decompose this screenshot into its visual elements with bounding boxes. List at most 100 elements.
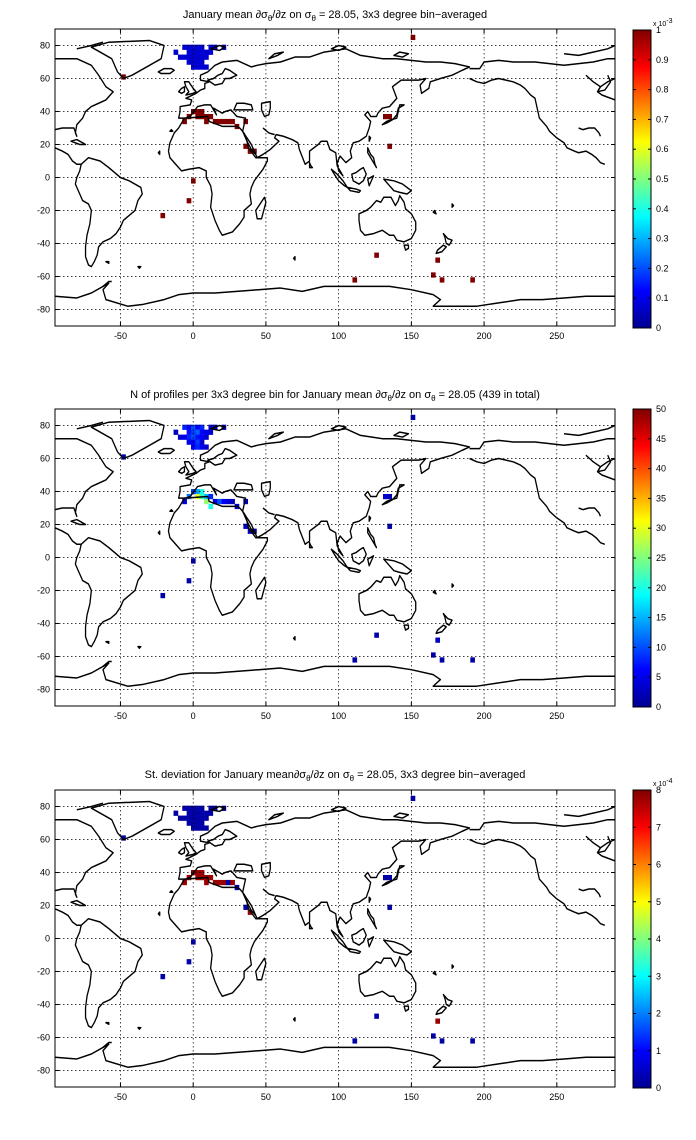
data-cell xyxy=(225,498,231,505)
data-cell xyxy=(208,810,214,816)
y-tick-label: -60 xyxy=(37,272,50,282)
data-cell xyxy=(199,825,205,831)
data-cell xyxy=(191,49,196,55)
data-cell xyxy=(186,439,192,445)
data-cell xyxy=(195,49,201,55)
data-cell xyxy=(204,879,209,886)
colorbar-tick-label: 0.5 xyxy=(656,174,669,184)
y-tick-label: 20 xyxy=(40,140,50,150)
data-cell xyxy=(173,49,179,55)
data-cell xyxy=(387,143,393,149)
x-tick-label: 150 xyxy=(404,711,419,721)
title-subscript: θ xyxy=(306,774,311,783)
data-cell xyxy=(439,277,445,283)
data-cell xyxy=(195,815,201,821)
data-cell xyxy=(191,939,196,945)
data-cell xyxy=(199,59,205,65)
data-cell xyxy=(208,503,214,510)
colorbar-tick-label: 0.2 xyxy=(656,263,669,273)
data-cell xyxy=(160,592,166,599)
y-tick-label: 0 xyxy=(45,173,50,183)
colorbar-exponent: x 10-3 xyxy=(653,18,673,28)
colorbar-tick-label: 3 xyxy=(656,971,661,981)
colorbar-tick-label: 45 xyxy=(656,434,666,444)
data-cell xyxy=(186,54,192,60)
colorbar-tick-label: 8 xyxy=(656,785,661,795)
data-cell xyxy=(121,454,126,460)
data-cell xyxy=(204,444,209,450)
data-cell xyxy=(199,489,205,495)
data-cell xyxy=(204,118,209,125)
colorbar-tick-label: 0 xyxy=(656,702,661,712)
data-cell xyxy=(182,44,187,50)
data-cell xyxy=(352,277,358,283)
data-cell xyxy=(121,74,126,80)
data-cell xyxy=(387,493,393,500)
x-tick-label: 100 xyxy=(331,711,346,721)
data-cell xyxy=(431,1033,436,1039)
data-cell xyxy=(199,820,205,826)
data-cell xyxy=(195,434,201,440)
data-cell xyxy=(230,879,235,886)
colorbar-tick-label: 2 xyxy=(656,1009,661,1019)
data-cell xyxy=(247,909,253,915)
colorbar-tick-label: 50 xyxy=(656,404,666,414)
data-cell xyxy=(204,825,209,831)
x-tick-label: 0 xyxy=(191,711,196,721)
exponent-base: x 10 xyxy=(653,21,666,28)
coastline xyxy=(55,39,615,308)
data-cell xyxy=(387,523,393,529)
data-cell xyxy=(221,879,227,886)
y-tick-label: 20 xyxy=(40,520,50,530)
title-subscript: θ xyxy=(268,14,273,23)
colorbar-tick-label: 0 xyxy=(656,1083,661,1093)
panel-title: January mean ∂σθ/∂z on σθ = 28.05, 3x3 d… xyxy=(183,9,487,23)
title-subscript: θ xyxy=(350,774,355,783)
data-cell xyxy=(199,810,205,816)
data-cell xyxy=(208,805,214,811)
data-cell xyxy=(195,439,201,445)
title-segment: /∂z on σ xyxy=(272,9,311,21)
data-cell xyxy=(191,424,196,430)
title-segment: January mean ∂σ xyxy=(183,9,268,21)
data-cell xyxy=(195,44,201,50)
x-tick-label: 250 xyxy=(549,1092,564,1102)
data-cell xyxy=(410,34,416,41)
colorbar-tick-label: 4 xyxy=(656,934,661,944)
data-cell xyxy=(173,429,179,435)
coastline xyxy=(55,800,615,1069)
data-cell xyxy=(199,64,205,70)
data-cell xyxy=(186,959,192,965)
data-cell xyxy=(191,429,196,435)
map-panel-3: St. deviation for January mean∂σθ/∂z on … xyxy=(37,769,673,1102)
map-panel-2: N of profiles per 3x3 degree bin for Jan… xyxy=(37,389,666,721)
data-cell xyxy=(173,810,179,816)
data-cell xyxy=(199,109,205,115)
colorbar-tick-label: 10 xyxy=(656,642,666,652)
colorbar-tick-label: 40 xyxy=(656,464,666,474)
y-tick-label: -40 xyxy=(37,1000,50,1010)
data-cell xyxy=(247,528,253,534)
colorbar-tick-label: 0.7 xyxy=(656,114,669,124)
x-tick-label: 100 xyxy=(331,1092,346,1102)
y-tick-label: -80 xyxy=(37,305,50,315)
colorbar-tick-label: 0.8 xyxy=(656,85,669,95)
data-cell xyxy=(186,805,192,811)
data-cell xyxy=(182,805,187,811)
data-cell xyxy=(387,874,393,881)
colorbar-tick-label: 30 xyxy=(656,523,666,533)
data-cell xyxy=(208,424,214,430)
exponent-power: -4 xyxy=(666,778,672,785)
data-cell xyxy=(431,272,436,278)
data-cell xyxy=(195,424,201,430)
data-cell xyxy=(186,49,192,55)
data-cell xyxy=(195,429,201,435)
data-cell xyxy=(195,805,201,811)
data-cell xyxy=(374,1013,379,1019)
data-cell xyxy=(410,414,416,421)
y-tick-label: 40 xyxy=(40,868,50,878)
data-cell xyxy=(435,257,441,263)
data-cell xyxy=(383,874,388,881)
colorbar-tick-label: 25 xyxy=(656,553,666,563)
data-cell xyxy=(191,44,196,50)
